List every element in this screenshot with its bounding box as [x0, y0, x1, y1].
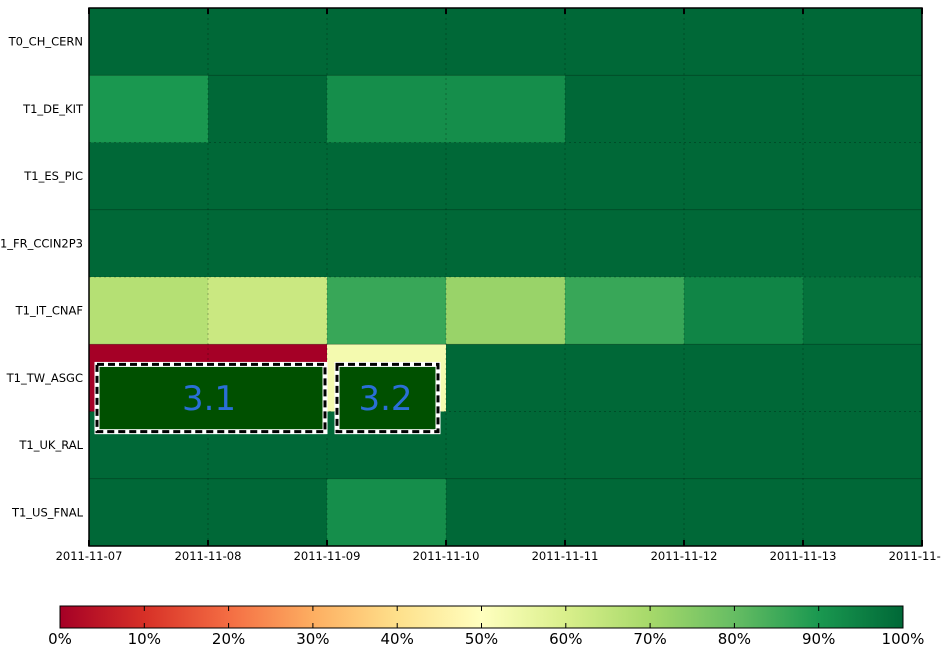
y-tick-label: T1_ES_PIC [23, 169, 83, 183]
y-tick-label: T1_US_FNAL [11, 505, 84, 519]
heatmap-cell [803, 75, 923, 143]
y-tick-label: T1_FR_CCIN2P3 [0, 236, 83, 250]
heatmap-cell [565, 478, 685, 547]
heatmap-cell [327, 142, 447, 211]
heatmap-cell [446, 478, 566, 547]
x-tick-label: 2011-11-11 [532, 549, 599, 563]
y-tick-label: T1_IT_CNAF [15, 304, 83, 318]
heatmap-cell [89, 209, 209, 278]
heatmap-cell [446, 344, 566, 412]
x-tick-label: 2011-11-10 [413, 549, 480, 563]
colorbar-label: 40% [381, 630, 414, 648]
heatmap-cell [684, 478, 804, 547]
heatmap-cell [684, 344, 804, 412]
heatmap-cell [89, 142, 209, 211]
heatmap-cell [208, 277, 328, 345]
heatmap-cell [89, 277, 209, 345]
y-axis-labels: T0_CH_CERN T1_DE_KIT T1_ES_PIC T1_FR_CCIN2P… [0, 35, 84, 520]
heatmap-cell [803, 411, 923, 480]
heatmap-cell [89, 478, 209, 547]
grid-lines [89, 8, 922, 546]
colorbar-labels: 0% 10% 20% 30% 40% 50% 60% 70% 80% 90% 100% [48, 630, 924, 648]
heatmap-cell [684, 277, 804, 345]
heatmap-cell [208, 8, 328, 76]
colorbar-label: 90% [802, 630, 835, 648]
colorbar-label: 70% [633, 630, 666, 648]
colorbar-label: 100% [882, 630, 925, 648]
heatmap-cell [803, 209, 923, 278]
heatmap-cell [208, 142, 328, 211]
heatmap-cell [565, 142, 685, 211]
annotations: 3.1 3.2 [94, 361, 441, 435]
heatmap-cell [684, 8, 804, 76]
annotation-box [335, 362, 440, 434]
heatmap-cell [208, 209, 328, 278]
heatmap-cell [446, 142, 566, 211]
axis-ticks [88, 8, 923, 546]
x-axis-labels: 2011-11-07 2011-11-08 2011-11-09 2011-11-10… [56, 549, 942, 563]
heatmap-cell [565, 209, 685, 278]
heatmap-cell [446, 411, 566, 480]
heatmap-cell [803, 478, 923, 547]
heatmap-cell [684, 142, 804, 211]
heatmap-cell [684, 209, 804, 278]
colorbar-ticks [59, 606, 904, 628]
heatmap-cell [565, 277, 685, 345]
heatmap-cell [327, 209, 447, 278]
x-tick-label: 2011-11-13 [770, 549, 837, 563]
heatmap-cell [208, 478, 328, 547]
y-tick-label: T1_TW_ASGC [6, 371, 83, 385]
heatmap-cell [327, 277, 447, 345]
heatmap-cell [446, 75, 566, 143]
annotation-box [95, 362, 327, 434]
y-tick-label: T0_CH_CERN [8, 35, 83, 49]
heatmap-cell [565, 75, 685, 143]
x-tick-label: 2011-11-07 [56, 549, 123, 563]
x-tick-label: 2011-11-12 [651, 549, 718, 563]
x-tick-label: 2011-11-09 [294, 549, 361, 563]
colorbar-label: 10% [128, 630, 161, 648]
colorbar-label: 0% [48, 630, 72, 648]
heatmap-cell [208, 75, 328, 143]
x-tick-label: 2011-11-08 [175, 549, 242, 563]
heatmap-cell [89, 8, 209, 76]
heatmap-cell [803, 8, 923, 76]
annotation-box-outline [94, 361, 328, 435]
plot-frame [88, 7, 923, 547]
heatmap-cell [565, 411, 685, 480]
heatmap-cell [89, 75, 209, 143]
annotation-label: 3.1 [182, 379, 236, 419]
heatmap-cell [446, 8, 566, 76]
heatmap-cell [327, 75, 447, 143]
y-tick-label: T1_UK_RAL [18, 438, 83, 452]
heatmap-cell [327, 478, 447, 547]
colorbar-label: 20% [212, 630, 245, 648]
colorbar-label: 30% [296, 630, 329, 648]
heatmap-cell [446, 209, 566, 278]
heatmap-cell [565, 8, 685, 76]
colorbar-label: 60% [549, 630, 582, 648]
colorbar-label: 80% [718, 630, 751, 648]
heatmap-cell [803, 142, 923, 211]
y-tick-label: T1_DE_KIT [22, 102, 84, 116]
heatmap-cell [684, 411, 804, 480]
heatmap-cells [89, 8, 923, 547]
heatmap-cell [803, 277, 923, 345]
heatmap-cell [446, 277, 566, 345]
x-tick-label: 2011-11-14 [889, 549, 942, 563]
annotation-label: 3.2 [358, 379, 412, 419]
colorbar-label: 50% [465, 630, 498, 648]
heatmap-cell [803, 344, 923, 412]
heatmap-cell [684, 75, 804, 143]
heatmap-cell [565, 344, 685, 412]
heatmap-cell [327, 8, 447, 76]
